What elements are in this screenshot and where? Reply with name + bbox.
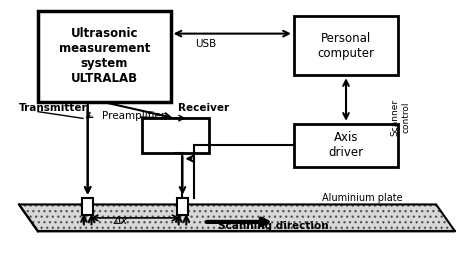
Text: Preamplifier: Preamplifier xyxy=(102,111,165,121)
Text: Aluminium plate: Aluminium plate xyxy=(322,193,403,203)
FancyBboxPatch shape xyxy=(142,118,209,153)
Text: USB: USB xyxy=(196,39,217,49)
Text: Transmitter: Transmitter xyxy=(19,102,88,113)
Polygon shape xyxy=(19,204,455,231)
Text: Δx: Δx xyxy=(114,215,128,226)
FancyBboxPatch shape xyxy=(177,198,188,215)
FancyBboxPatch shape xyxy=(294,124,398,167)
Text: Personal
computer: Personal computer xyxy=(318,32,374,60)
FancyBboxPatch shape xyxy=(294,16,398,75)
Text: Receiver: Receiver xyxy=(178,102,229,113)
Text: Scanner
control: Scanner control xyxy=(391,98,410,136)
Text: Scanning direction: Scanning direction xyxy=(218,221,328,231)
FancyBboxPatch shape xyxy=(82,198,93,215)
Text: Axis
driver: Axis driver xyxy=(328,131,364,159)
FancyBboxPatch shape xyxy=(38,11,171,102)
Text: Ultrasonic
measurement
system
ULTRALAB: Ultrasonic measurement system ULTRALAB xyxy=(59,27,150,86)
